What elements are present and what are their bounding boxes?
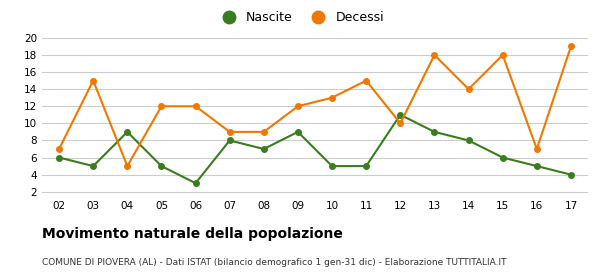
Decessi (260, 130, 268, 134)
Nascite (89, 164, 97, 168)
Decessi (158, 104, 165, 108)
Nascite (328, 164, 335, 168)
Decessi (533, 147, 541, 151)
Nascite (192, 181, 199, 185)
Decessi (226, 130, 233, 134)
Decessi (499, 53, 506, 57)
Nascite (158, 164, 165, 168)
Nascite (568, 173, 575, 176)
Nascite (226, 139, 233, 142)
Decessi (397, 122, 404, 125)
Decessi (362, 79, 370, 82)
Nascite (55, 156, 62, 159)
Legend: Nascite, Decessi: Nascite, Decessi (211, 6, 389, 29)
Decessi (89, 79, 97, 82)
Line: Nascite: Nascite (56, 112, 574, 186)
Nascite (362, 164, 370, 168)
Decessi (295, 104, 302, 108)
Nascite (499, 156, 506, 159)
Decessi (465, 87, 472, 91)
Text: COMUNE DI PIOVERA (AL) - Dati ISTAT (bilancio demografico 1 gen-31 dic) - Elabor: COMUNE DI PIOVERA (AL) - Dati ISTAT (bil… (42, 258, 506, 267)
Nascite (295, 130, 302, 134)
Decessi (328, 96, 335, 99)
Decessi (568, 45, 575, 48)
Decessi (431, 53, 438, 57)
Nascite (124, 130, 131, 134)
Decessi (55, 147, 62, 151)
Text: Movimento naturale della popolazione: Movimento naturale della popolazione (42, 227, 343, 241)
Nascite (431, 130, 438, 134)
Nascite (533, 164, 541, 168)
Nascite (260, 147, 268, 151)
Line: Decessi: Decessi (56, 44, 574, 169)
Decessi (124, 164, 131, 168)
Nascite (397, 113, 404, 116)
Decessi (192, 104, 199, 108)
Nascite (465, 139, 472, 142)
